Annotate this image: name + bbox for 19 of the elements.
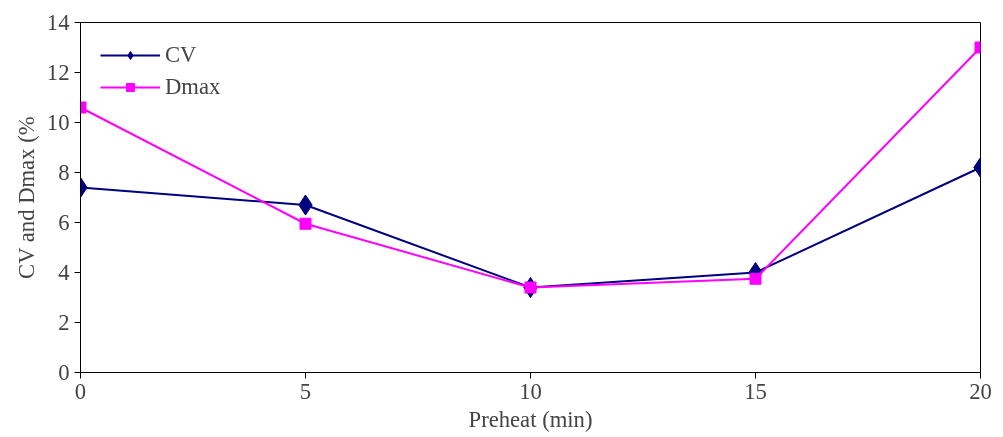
point [749,272,762,285]
x-tick-label: 10 [519,378,542,404]
y-tick-label: 4 [58,260,70,285]
x-tick-label: 20 [969,378,992,404]
x-tick-label: 15 [744,378,767,404]
x-tick-label: 5 [299,378,312,404]
y-axis-title: CV and Dmax (% [13,116,39,279]
y-tick-label: 2 [58,310,70,335]
y-tick-label: 12 [46,60,70,85]
legend-label: CV [165,42,197,68]
point [299,217,312,230]
y-tick-label: 0 [58,360,70,385]
y-tick-label: 14 [46,10,70,35]
y-tick-label: 10 [46,110,70,135]
y-tick-label: 6 [58,210,70,235]
legend-label: Dmax [165,74,221,100]
x-tick-label: 0 [74,378,87,404]
x-axis-title: Preheat (min) [468,406,593,432]
y-tick-label: 8 [58,160,70,185]
